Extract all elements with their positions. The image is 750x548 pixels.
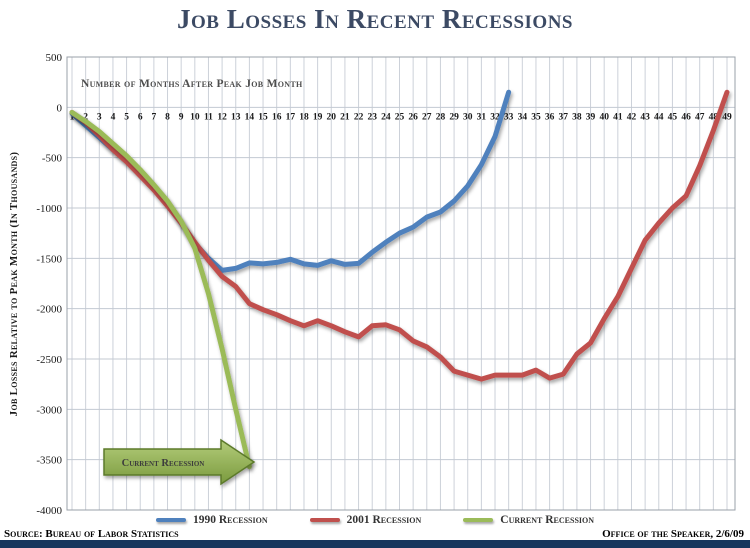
x-axis-tick-labels: 1 2 3 4 5 6 7 8 9 10 11 12 13 14 15 16 17 18 19 20 21 22 23 24 2… [70, 112, 732, 122]
svg-text:12: 12 [217, 112, 227, 122]
svg-text:2: 2 [83, 112, 88, 122]
svg-text:41: 41 [613, 112, 623, 122]
chart-title: Job Losses In Recent Recessions [177, 4, 573, 34]
svg-text:37: 37 [559, 112, 569, 122]
svg-text:28: 28 [436, 112, 446, 122]
chart-legend: 1990 Recession 2001 Recession Current Re… [0, 514, 750, 526]
bottom-accent-bar [0, 540, 750, 548]
svg-text:7: 7 [152, 112, 157, 122]
svg-text:26: 26 [408, 112, 418, 122]
svg-text:40: 40 [599, 112, 609, 122]
svg-text:10: 10 [190, 112, 200, 122]
svg-text:-2500: -2500 [36, 354, 62, 366]
svg-text:25: 25 [395, 112, 405, 122]
svg-text:-2000: -2000 [36, 304, 62, 316]
current-recession-arrow: Current Recession [103, 438, 256, 486]
svg-text:15: 15 [258, 112, 268, 122]
svg-text:-1500: -1500 [36, 253, 62, 265]
svg-text:6: 6 [138, 112, 143, 122]
svg-text:22: 22 [354, 112, 364, 122]
svg-text:34: 34 [518, 112, 528, 122]
source-note: Source: Bureau of Labor Statistics [4, 528, 179, 540]
legend-item-current-recession: Current Recession [463, 514, 594, 526]
svg-text:18: 18 [299, 112, 309, 122]
svg-text:1: 1 [70, 112, 75, 122]
svg-text:-3500: -3500 [36, 455, 62, 467]
credit-note: Office of the Speaker, 2/6/09 [602, 528, 744, 540]
svg-text:3: 3 [97, 112, 102, 122]
svg-text:33: 33 [504, 112, 514, 122]
svg-text:46: 46 [681, 112, 691, 122]
svg-text:11: 11 [204, 112, 213, 122]
svg-text:-3000: -3000 [36, 404, 62, 416]
svg-text:8: 8 [165, 112, 170, 122]
svg-text:17: 17 [286, 112, 296, 122]
svg-text:500: 500 [46, 52, 63, 64]
x-axis-title: Number of Months After Peak Job Month [81, 78, 303, 90]
legend-swatch-current-recession [463, 518, 494, 522]
legend-item-1990-recession: 1990 Recession [155, 514, 268, 526]
y-axis-tick-labels: 500 0 -500 -1000 -1500 -2000 -2500 -3000 -3500 -4… [36, 52, 62, 515]
svg-text:9: 9 [179, 112, 184, 122]
svg-text:42: 42 [627, 112, 637, 122]
svg-text:13: 13 [231, 112, 241, 122]
svg-text:23: 23 [367, 112, 377, 122]
svg-text:31: 31 [477, 112, 487, 122]
svg-text:20: 20 [327, 112, 337, 122]
legend-label-1990-recession: 1990 Recession [192, 514, 268, 526]
svg-text:43: 43 [640, 112, 650, 122]
series-line-current-recession [69, 109, 252, 470]
svg-text:0: 0 [57, 102, 63, 114]
svg-text:-1000: -1000 [36, 203, 62, 215]
svg-text:5: 5 [124, 112, 129, 122]
y-axis-title: Job Losses Relative to Peak Month (In Th… [8, 151, 20, 417]
svg-text:16: 16 [272, 112, 282, 122]
legend-swatch-2001-recession [309, 518, 340, 522]
arrow-annotation-label: Current Recession [122, 458, 205, 469]
svg-text:38: 38 [572, 112, 582, 122]
svg-text:21: 21 [340, 112, 350, 122]
legend-label-2001-recession: 2001 Recession [346, 514, 422, 526]
svg-text:47: 47 [695, 112, 705, 122]
svg-text:27: 27 [422, 112, 432, 122]
footer-row: Source: Bureau of Labor Statistics Offic… [4, 528, 744, 540]
svg-text:4: 4 [111, 112, 116, 122]
svg-text:32: 32 [490, 112, 500, 122]
svg-text:39: 39 [586, 112, 596, 122]
svg-text:-4000: -4000 [36, 505, 62, 515]
svg-text:-500: -500 [42, 153, 63, 165]
svg-text:29: 29 [449, 112, 459, 122]
svg-text:44: 44 [654, 112, 664, 122]
svg-text:45: 45 [668, 112, 678, 122]
svg-text:19: 19 [313, 112, 323, 122]
legend-item-2001-recession: 2001 Recession [309, 514, 422, 526]
svg-text:48: 48 [709, 112, 719, 122]
svg-text:36: 36 [545, 112, 555, 122]
legend-swatch-1990-recession [155, 518, 186, 522]
svg-text:30: 30 [463, 112, 473, 122]
svg-text:14: 14 [245, 112, 255, 122]
svg-text:49: 49 [722, 112, 732, 122]
svg-text:24: 24 [381, 112, 391, 122]
gridlines [66, 56, 736, 511]
legend-label-current-recession: Current Recession [500, 514, 595, 526]
recession-line-chart: 500 0 -500 -1000 -1500 -2000 -2500 -3000 -3500 -4… [36, 52, 736, 515]
svg-text:35: 35 [531, 112, 541, 122]
